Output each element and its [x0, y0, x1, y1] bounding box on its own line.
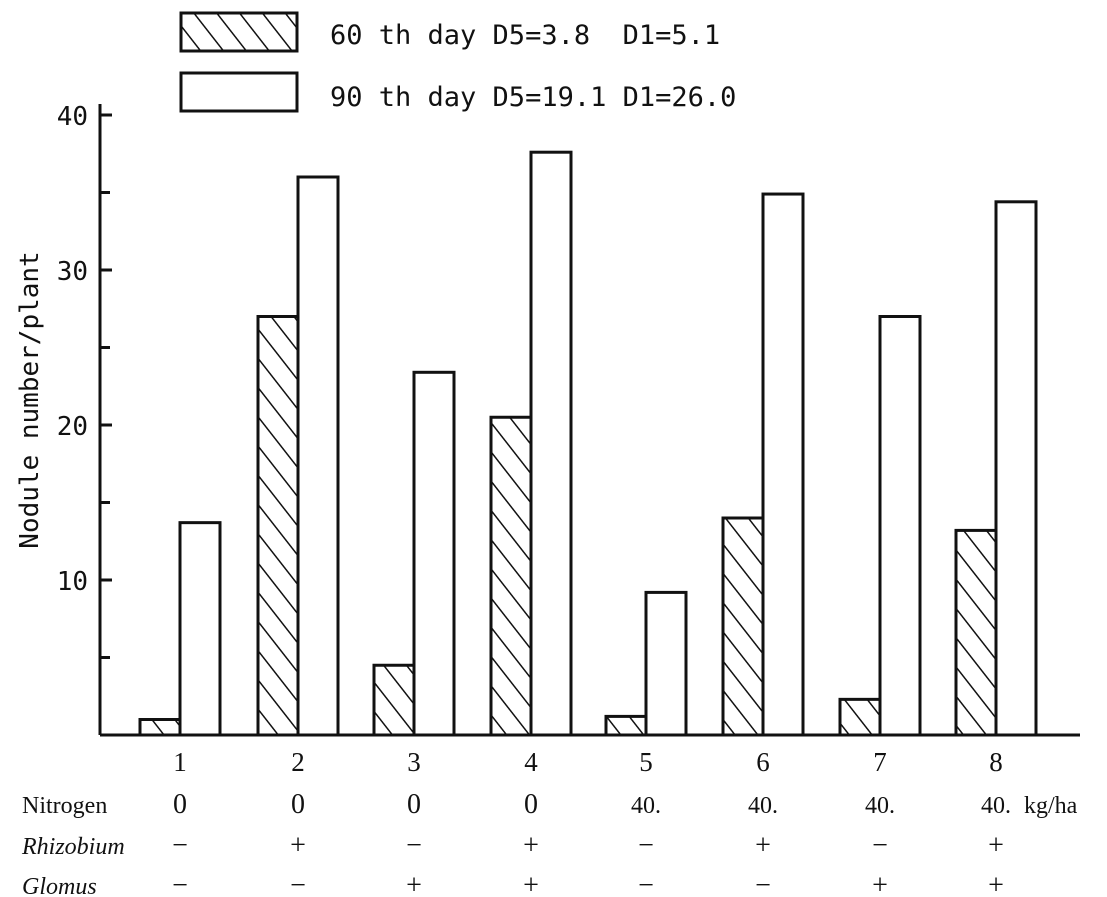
treatment-row-label: Rhizobium	[21, 834, 125, 860]
treatment-cell: +	[755, 830, 771, 861]
treatment-cell: +	[523, 870, 539, 897]
treatment-cell: −	[172, 830, 188, 861]
treatment-cell: 0	[524, 789, 538, 820]
legend-label-90th-day: 90 th day D5=19.1 D1=26.0	[330, 82, 736, 113]
bar-90th-day-5	[644, 590, 688, 737]
x-tick-label: 1	[173, 747, 187, 777]
legend-label-60th-day: 60 th day D5=3.8 D1=5.1	[330, 20, 720, 51]
y-tick-label: 10	[57, 567, 88, 597]
x-axis-tick-labels: 1 2 3 4 5 6 7 8	[173, 747, 1003, 777]
legend: 60 th day D5=3.8 D1=5.1 90 th day D5=19.…	[179, 11, 736, 113]
treatment-cell: −	[755, 870, 771, 897]
y-axis-title: Nodule number/plant	[15, 251, 45, 548]
treatment-cell: 0	[291, 789, 305, 820]
treatment-cell: +	[523, 830, 539, 861]
treatment-cell: 40.	[631, 793, 661, 819]
x-tick-label: 7	[873, 747, 887, 777]
treatment-cell: 0	[173, 789, 187, 820]
treatment-cell: −	[406, 830, 422, 861]
y-tick-label: 20	[57, 412, 88, 442]
bar-90th-day-1	[178, 521, 222, 737]
treatment-cell: −	[638, 830, 654, 861]
x-tick-label: 2	[291, 747, 305, 777]
treatment-cell: −	[172, 870, 188, 897]
legend-swatch-90th-day	[179, 71, 299, 113]
treatment-cell: 40.	[981, 793, 1011, 819]
treatment-cell: 40.	[748, 793, 778, 819]
bar-60th-day-4	[489, 415, 533, 737]
treatment-cell: +	[290, 830, 306, 861]
treatment-unit: kg/ha	[1024, 793, 1078, 819]
treatment-cell: +	[988, 830, 1004, 861]
treatment-row-label: Nitrogen	[22, 793, 107, 819]
x-tick-label: 4	[524, 747, 538, 777]
x-tick-label: 3	[407, 747, 421, 777]
treatment-cell: 40.	[865, 793, 895, 819]
treatment-cell: −	[638, 870, 654, 897]
treatment-cell: 0	[407, 789, 421, 820]
bar-90th-day-8	[994, 200, 1038, 737]
treatment-cell: +	[988, 870, 1004, 897]
bar-60th-day-8	[954, 528, 998, 737]
treatment-cell: −	[290, 870, 306, 897]
bar-90th-day-4	[529, 150, 573, 737]
bar-90th-day-7	[878, 315, 922, 737]
treatment-cell: +	[406, 870, 422, 897]
bar-90th-day-6	[761, 192, 805, 737]
treatment-cell: −	[872, 830, 888, 861]
bars	[138, 150, 1038, 737]
bar-90th-day-2	[296, 175, 340, 737]
x-tick-label: 5	[639, 747, 653, 777]
bar-60th-day-7	[838, 697, 882, 737]
bar-60th-day-2	[256, 315, 300, 737]
bar-60th-day-6	[721, 516, 765, 737]
treatment-table: Nitrogen 0 0 0 0 40. 40. 40. 40. kg/ha Rhizobium − +…	[21, 789, 1078, 897]
y-tick-label: 40	[57, 102, 88, 132]
y-axis-ticks: 10 20 30 40	[57, 102, 112, 659]
bar-60th-day-5	[604, 714, 648, 737]
x-tick-label: 6	[756, 747, 770, 777]
bar-60th-day-3	[372, 663, 416, 737]
x-tick-label: 8	[989, 747, 1003, 777]
bar-60th-day-1	[138, 718, 182, 737]
y-tick-label: 30	[57, 257, 88, 287]
bar-90th-day-3	[412, 370, 456, 737]
legend-swatch-60th-day	[179, 11, 299, 53]
treatment-row-label: Glomus	[22, 874, 97, 897]
treatment-cell: +	[872, 870, 888, 897]
